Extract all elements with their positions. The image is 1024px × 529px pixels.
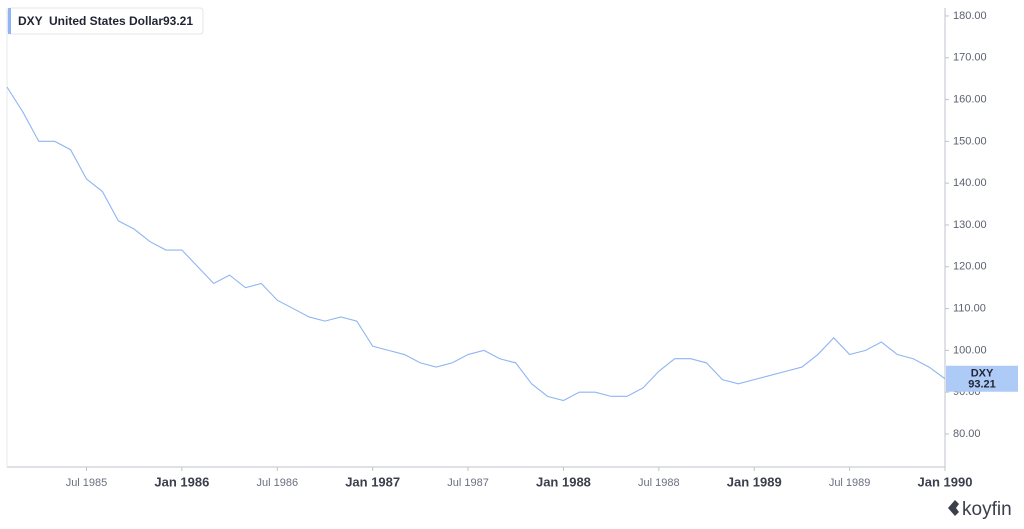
x-tick-label: Jul 1988 [638,477,680,489]
y-tick-label: 100.00 [953,344,987,356]
x-tick-label: Jan 1989 [727,474,782,489]
brand-icon [948,500,959,516]
y-tick-label: 160.00 [953,93,987,105]
legend-swatch [8,8,11,34]
y-tick-label: 120.00 [953,261,987,273]
x-tick-label: Jan 1988 [536,474,591,489]
y-tick-label: 130.00 [953,219,987,231]
brand-name: koyfin [962,499,1012,520]
legend-symbol: DXY [18,14,43,28]
y-tick-label: 80.00 [953,428,981,440]
x-tick-label: Jan 1986 [154,474,209,489]
y-tick-label: 150.00 [953,135,987,147]
price-tag-value: 93.21 [968,379,996,391]
brand-logo: koyfin [948,499,1012,520]
legend-description: United States Dollar [49,14,163,28]
y-tick-label: 140.00 [953,177,987,189]
y-tick-label: 170.00 [953,52,987,64]
legend-last-value: 93.21 [163,14,193,28]
series-line [6,86,946,402]
y-tick-label: 180.00 [953,10,987,22]
x-tick-label: Jul 1987 [447,477,489,489]
x-tick-label: Jan 1987 [345,474,400,489]
price-tag-name: DXY [971,368,994,380]
y-tick-label: 110.00 [953,302,986,314]
x-tick-label: Jul 1989 [829,477,871,489]
x-tick-label: Jul 1985 [66,477,108,489]
x-tick-label: Jul 1986 [256,477,298,489]
price-tag [946,365,1018,392]
x-tick-label: Jan 1990 [918,474,973,489]
